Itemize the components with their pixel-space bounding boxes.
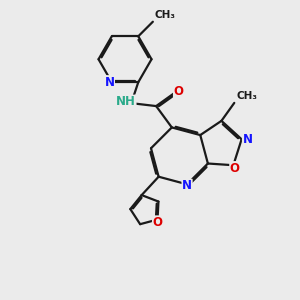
Text: CH₃: CH₃ [154,10,175,20]
Text: N: N [242,133,253,146]
Text: NH: NH [116,95,136,108]
Text: O: O [230,162,240,175]
Text: N: N [104,76,114,89]
Text: CH₃: CH₃ [237,91,258,100]
Text: O: O [173,85,184,98]
Text: O: O [152,216,163,229]
Text: N: N [182,179,192,192]
